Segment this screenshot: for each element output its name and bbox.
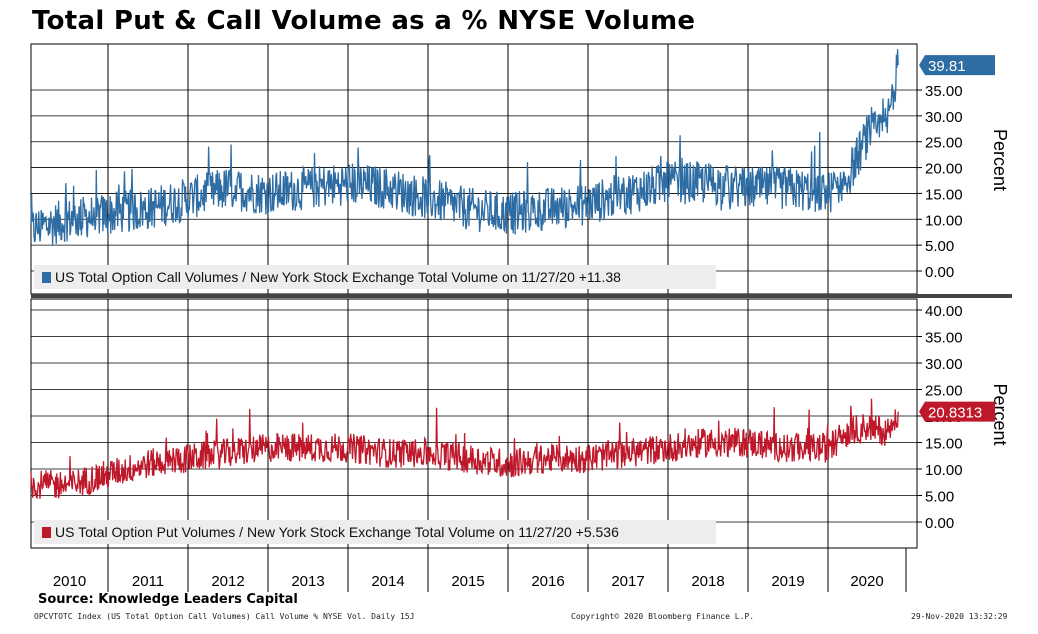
call-volume-series-line <box>30 49 899 245</box>
footer-copyright: Copyright© 2020 Bloomberg Finance L.P. <box>571 612 755 621</box>
y-tick-label: 20.00 <box>925 161 963 178</box>
y-tick-label: 15.00 <box>925 436 963 453</box>
x-tick-label: 2010 <box>53 573 86 590</box>
y-tick-label: 25.00 <box>925 383 963 400</box>
y-axis-label: Percent <box>990 384 1010 446</box>
legend-label: US Total Option Call Volumes / New York … <box>55 269 621 285</box>
x-tick-label: 2012 <box>211 573 244 590</box>
chart-title: Total Put & Call Volume as a % NYSE Volu… <box>32 6 696 36</box>
last-value-flag <box>919 401 995 422</box>
y-tick-label: 35.00 <box>925 330 963 347</box>
x-tick-label: 2017 <box>611 573 644 590</box>
y-tick-label: 35.00 <box>925 83 963 100</box>
x-tick-label: 2019 <box>771 573 804 590</box>
x-tick-label: 2011 <box>132 573 164 590</box>
y-tick-label: 40.00 <box>925 303 963 320</box>
panel-divider <box>31 294 1012 298</box>
x-tick-label: 2014 <box>371 573 404 590</box>
last-value-label: 20.8313 <box>928 405 982 422</box>
y-tick-label: 10.00 <box>925 212 963 229</box>
y-tick-label: 0.00 <box>925 264 954 281</box>
legend-swatch <box>42 527 51 538</box>
legend-box <box>34 265 716 289</box>
legend-label: US Total Option Put Volumes / New York S… <box>55 524 619 540</box>
y-tick-label: 30.00 <box>925 109 963 126</box>
last-value-label: 39.81 <box>928 58 966 75</box>
y-tick-label: 30.00 <box>925 356 963 373</box>
plot-frame <box>30 298 918 549</box>
x-tick-label: 2015 <box>451 573 484 590</box>
y-tick-label: 10.00 <box>925 462 963 479</box>
y-tick-label: 0.00 <box>925 515 954 532</box>
x-tick-label: 2018 <box>691 573 724 590</box>
legend-swatch <box>42 272 51 283</box>
x-tick-label: 2020 <box>850 573 883 590</box>
y-tick-label: 25.00 <box>925 135 963 152</box>
footer-timestamp: 29-Nov-2020 13:32:29 <box>911 612 1008 621</box>
last-value-flag <box>919 55 995 76</box>
put-volume-series-line <box>30 398 899 500</box>
legend-box <box>34 520 716 544</box>
x-tick-label: 2013 <box>291 573 324 590</box>
y-tick-label: 15.00 <box>925 186 963 203</box>
source-note: Source: Knowledge Leaders Capital <box>38 592 298 607</box>
footer-index-info: OPCVTOTC Index (US Total Option Call Vol… <box>34 612 415 621</box>
x-tick-label: 2016 <box>531 573 564 590</box>
y-axis-label: Percent <box>990 129 1010 191</box>
y-tick-label: 5.00 <box>925 489 954 506</box>
y-tick-label: 5.00 <box>925 238 954 255</box>
